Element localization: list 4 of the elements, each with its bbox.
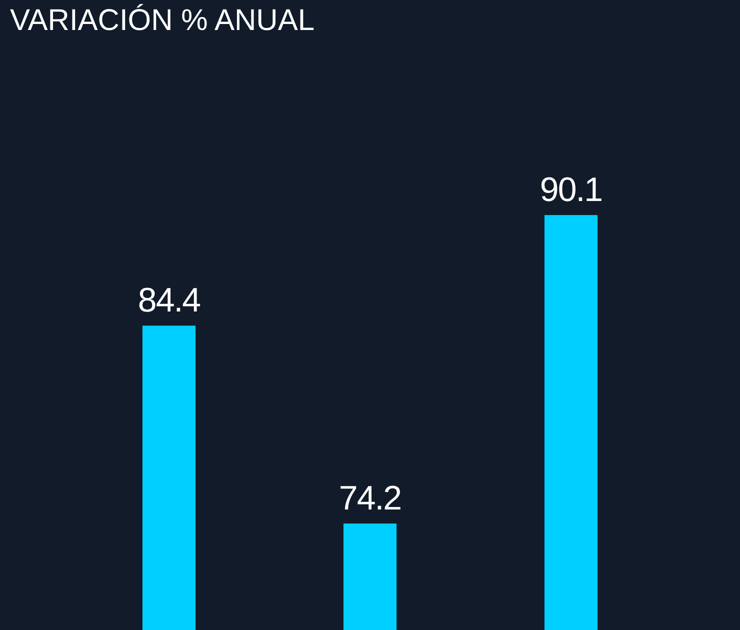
data-label: 74.2 (338, 480, 402, 518)
data-label: 90.1 (540, 171, 602, 210)
data-label: 84.4 (138, 282, 200, 320)
chart-title: VARIACIÓN % ANUAL (10, 3, 315, 37)
